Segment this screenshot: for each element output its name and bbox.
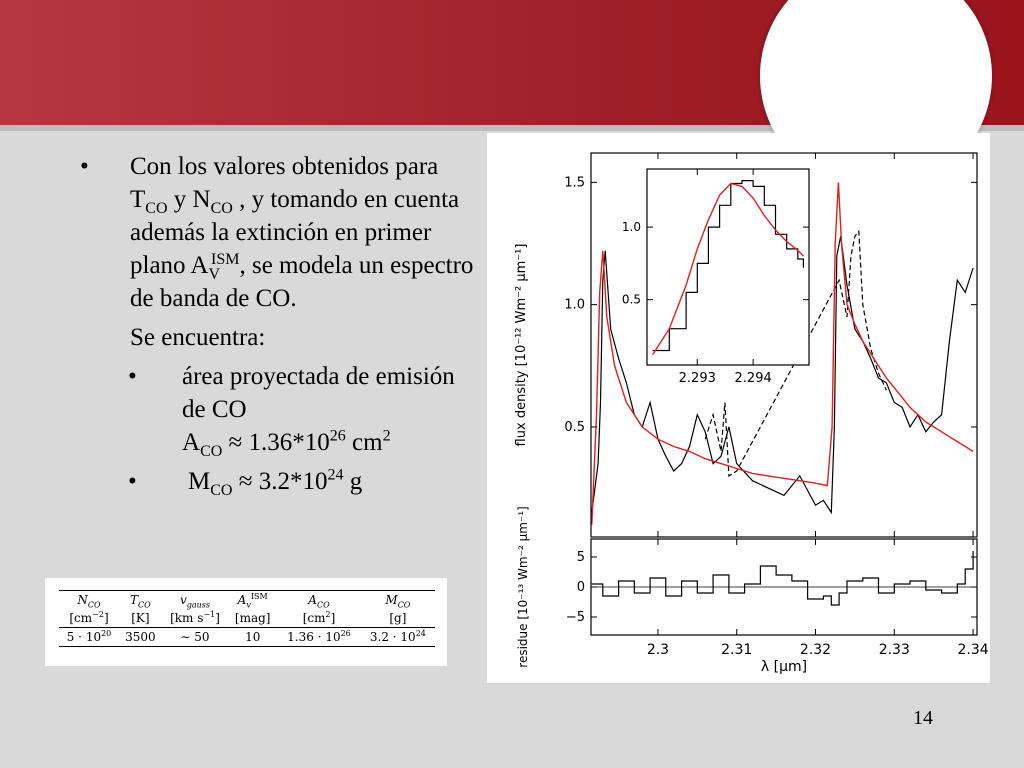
sup: 24	[327, 466, 344, 484]
sup: 2	[382, 427, 391, 445]
table-cell: 10	[228, 627, 278, 647]
text: , y tomando en cuenta además la extinció…	[130, 186, 460, 279]
table-cell: [cm2]	[277, 609, 361, 628]
text: A	[182, 429, 201, 456]
inset-xtick-label: 2.293	[679, 371, 716, 386]
text: g	[343, 468, 363, 495]
table-cell: [mag]	[228, 609, 278, 628]
residue-xtick-label: 2.34	[957, 642, 988, 658]
sub: CO	[210, 200, 233, 217]
table-cell: 3.2 · 1024	[360, 627, 435, 647]
inset-panel-ytick-label: 0.5	[622, 293, 641, 307]
table-cell: ACO	[277, 590, 361, 609]
text: cm	[345, 429, 383, 456]
table-cell: [K]	[119, 609, 162, 628]
residue-xtick-label: 2.33	[879, 642, 910, 658]
inset-panel-ytick-label: 1.0	[622, 220, 641, 234]
text: Con los valores obtenidos para T	[130, 153, 439, 213]
text: área proyectada de emisión de CO	[182, 363, 455, 423]
residue-xtick-label: 2.31	[721, 642, 752, 658]
residue-panel-ytick-label: 0	[577, 580, 585, 595]
table-cell: 3500	[119, 627, 162, 647]
residue-panel-ytick-label: 5	[577, 550, 585, 565]
bullet-modelo: • Con los valores obtenidos para TCO y N…	[80, 150, 480, 315]
residue-panel-series-0	[591, 551, 974, 606]
residue-xtick-label: 2.32	[800, 642, 831, 658]
main-panel-ytick-label: 1.5	[564, 175, 585, 190]
spectrum-chart: 0.5 1.0 1.5 flux density [10⁻¹² Wm⁻² μm⁻¹] 0…	[514, 152, 989, 675]
sub: CO	[200, 443, 223, 460]
table-cell: [km s−1]	[161, 609, 229, 628]
table-cell: MCO	[360, 590, 435, 609]
spectrum-figure: 0.5 1.0 1.5 flux density [10⁻¹² Wm⁻² μm⁻¹] 0…	[487, 133, 990, 683]
se-encuentra: Se encuentra:	[130, 324, 266, 351]
main-ylabel: flux density [10⁻¹² Wm⁻² μm⁻¹]	[514, 244, 529, 447]
sub: CO	[210, 482, 233, 499]
residue-xtick-label: 2.3	[647, 642, 669, 658]
bullet-dot: •	[80, 153, 89, 180]
inset-panel-series-0	[652, 180, 804, 352]
table-header-row: NCO TCO vgauss AvISM ACO MCO	[59, 590, 435, 609]
table-cell: 5 · 1020	[59, 627, 120, 647]
table-cell: AvISM	[228, 590, 278, 609]
parameters-table: NCO TCO vgauss AvISM ACO MCO [cm−2] [K] …	[45, 578, 447, 666]
page-number: 14	[913, 707, 933, 729]
inset-panel-frame	[646, 168, 810, 366]
sup: 26	[329, 427, 346, 445]
header-divider	[0, 125, 1024, 131]
table-cell: NCO	[59, 590, 120, 609]
sub: CO	[145, 200, 168, 217]
table-cell: vgauss	[161, 590, 229, 609]
xlabel: λ [μm]	[761, 659, 807, 675]
table-cell: ∼ 50	[161, 627, 229, 647]
text: ≈ 1.36*10	[222, 429, 330, 456]
table-cell: [g]	[360, 609, 435, 628]
inset-xtick-label: 2.294	[735, 371, 772, 386]
table-cell: 1.36 · 1026	[277, 627, 361, 647]
inset-panel-series-1	[652, 182, 804, 356]
table-values-row: 5 · 1020 3500 ∼ 50 10 1.36 · 1026 3.2 · …	[59, 627, 435, 647]
table-cell: [cm−2]	[59, 609, 120, 628]
table-units-row: [cm−2] [K] [km s−1] [mag] [cm2] [g]	[59, 609, 435, 628]
table-cell: TCO	[119, 590, 162, 609]
bullet-dot: •	[128, 468, 137, 495]
inset-background	[647, 169, 809, 365]
bullet-area: • área proyectada de emisión de CO ACO ≈…	[80, 360, 480, 460]
bullet-dot: •	[128, 363, 137, 390]
main-panel-ytick-label: 1.0	[564, 298, 585, 313]
main-panel-series-2	[591, 182, 974, 525]
residue-ylabel: residue [10⁻¹³ Wm⁻² μm⁻¹]	[516, 506, 530, 667]
residue-panel-ytick-label: −5	[566, 610, 585, 625]
main-panel-ytick-label: 0.5	[564, 420, 585, 435]
text: ≈ 3.2*10	[232, 468, 328, 495]
text: , se modela un espectro de banda de CO.	[130, 252, 474, 312]
main-panel-frame	[590, 152, 978, 538]
slide-text: • Con los valores obtenidos para TCO y N…	[80, 150, 480, 499]
bullet-masa: • MCO ≈ 3.2*1024 g	[80, 465, 480, 498]
sup: ISM	[211, 250, 240, 268]
main-panel-series-1	[704, 229, 887, 477]
text: y N	[167, 186, 211, 213]
sub: V	[208, 266, 221, 283]
text: M	[188, 468, 211, 495]
